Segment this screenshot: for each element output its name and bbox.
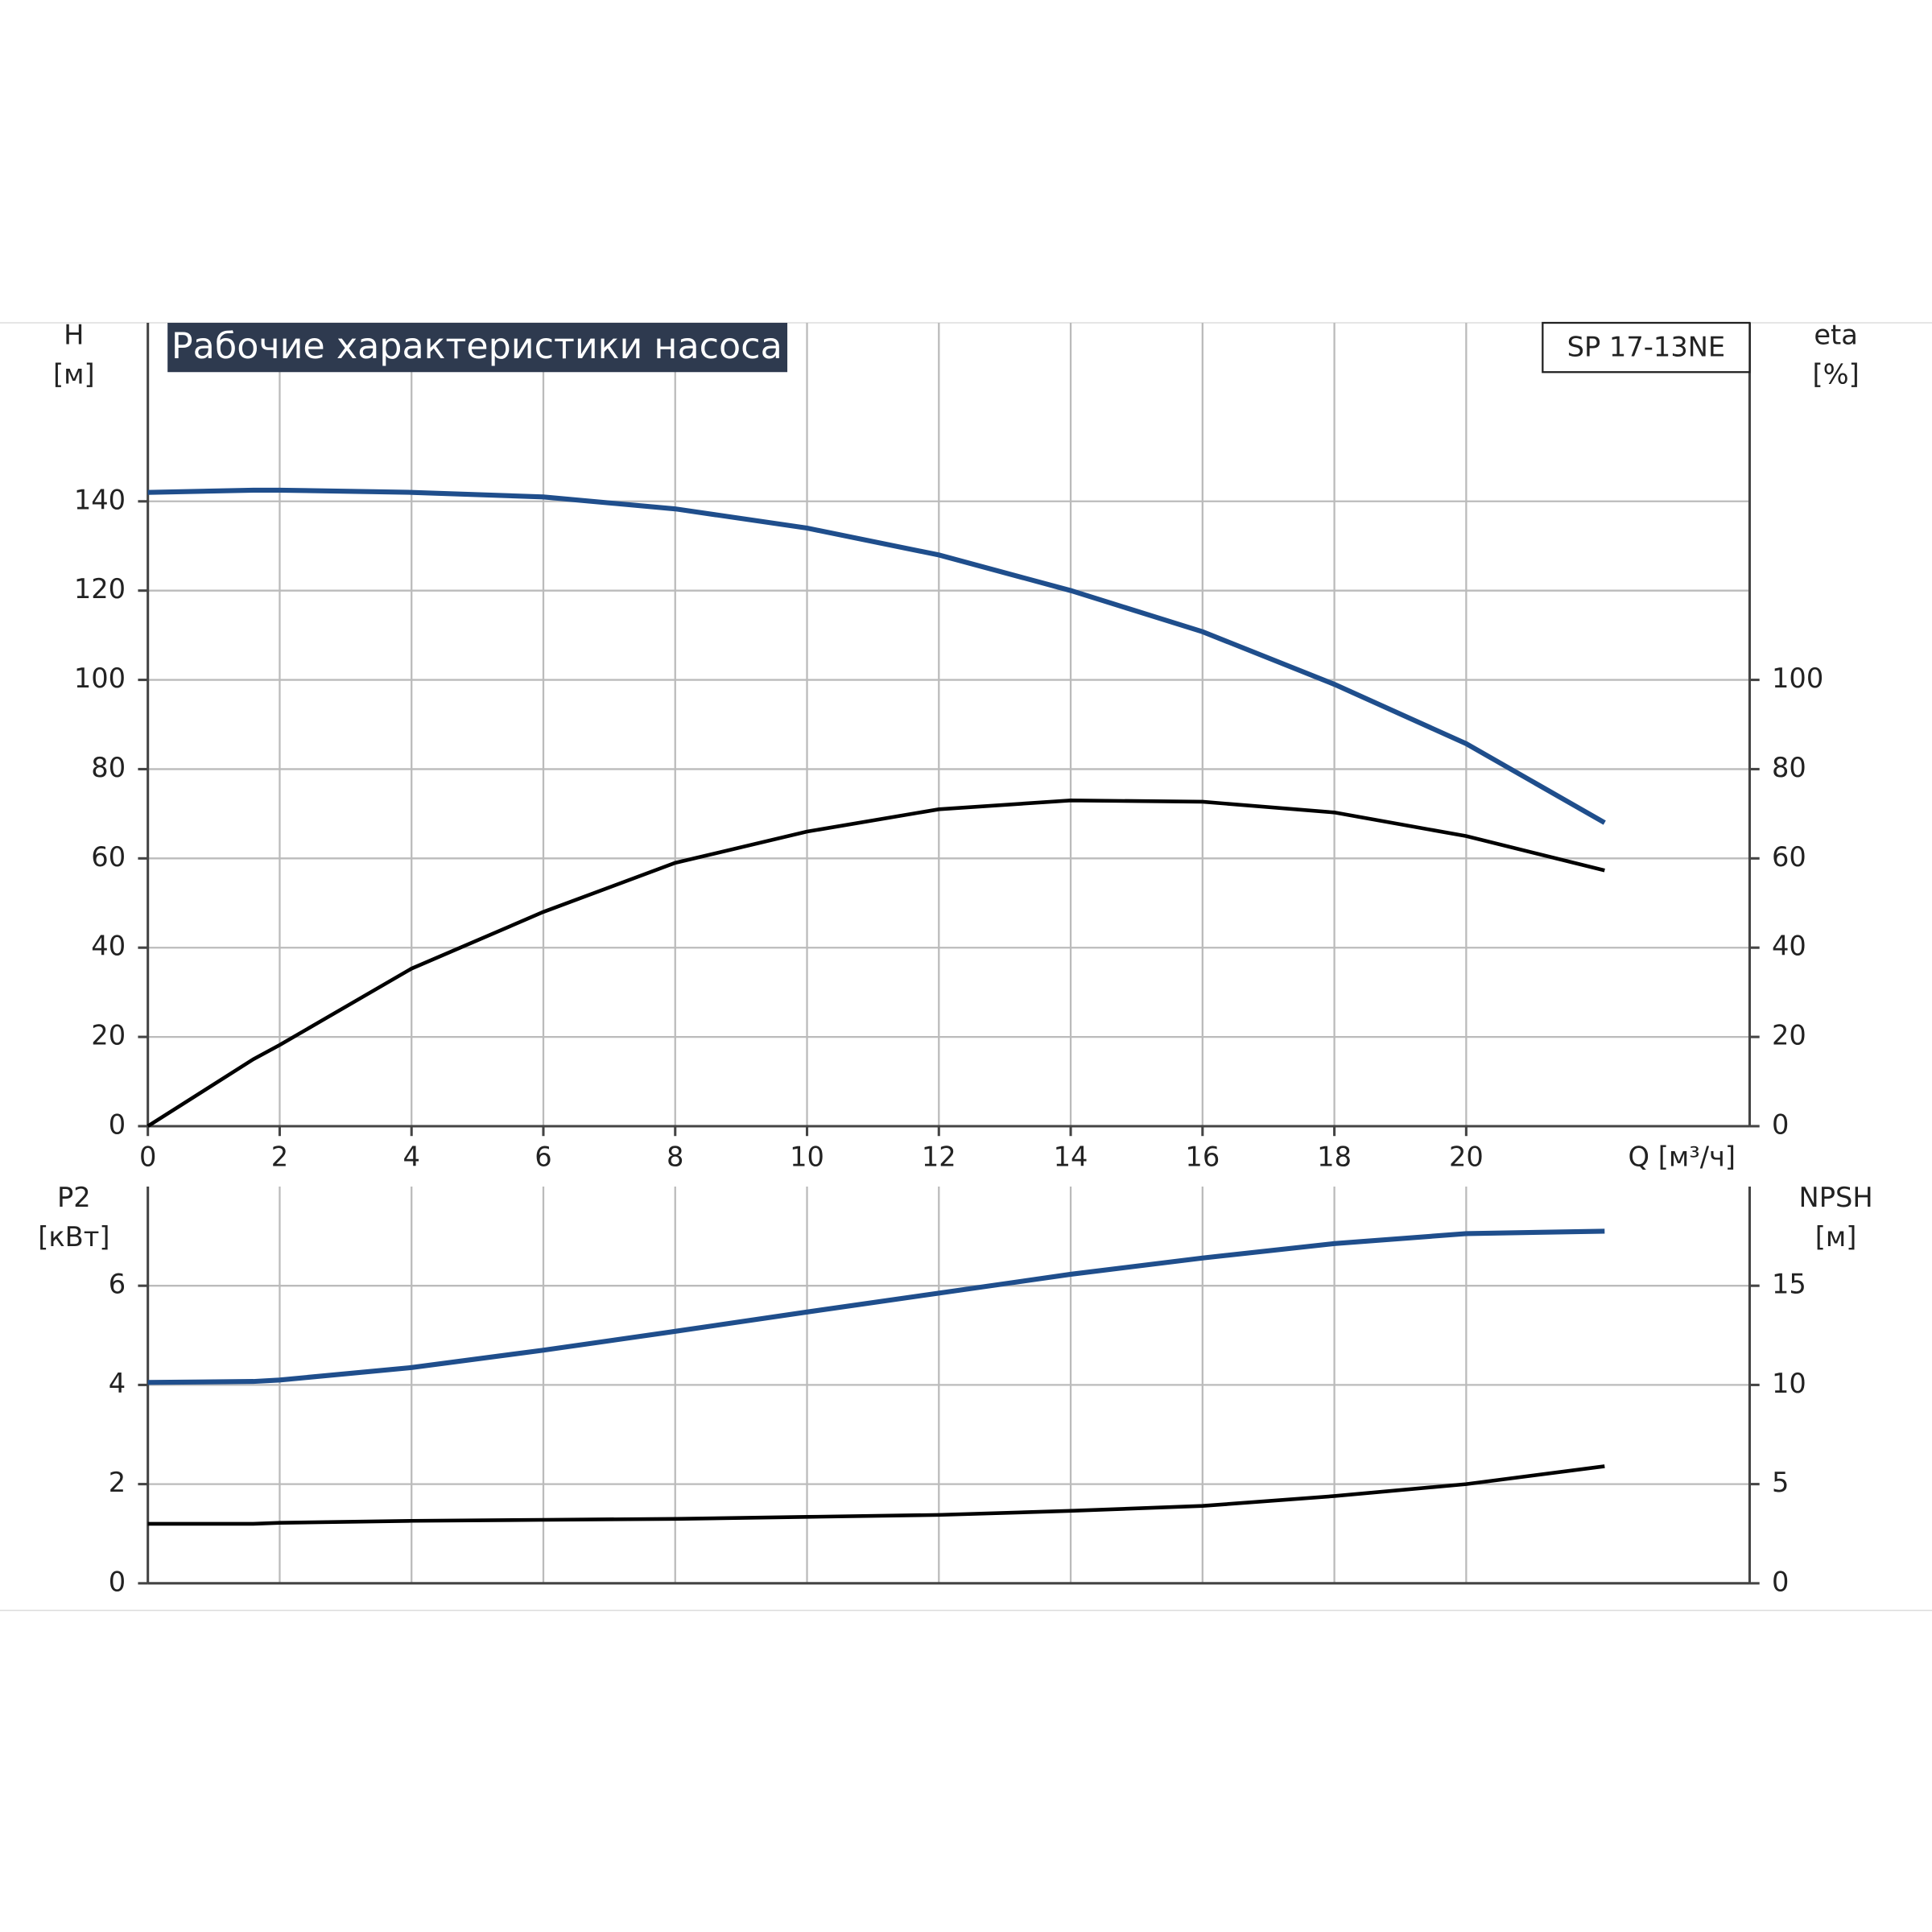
data-line [147, 1464, 1605, 1526]
y2-tick-label: 10 [1772, 1368, 1806, 1399]
x-tick-label: 20 [1449, 1141, 1484, 1172]
y2-axis-label: eta [1814, 319, 1858, 350]
title-box [167, 323, 788, 373]
annotation: SP 17-13NE [1567, 332, 1726, 363]
x-axis-label: Q [м³/ч] [1629, 1141, 1736, 1172]
x-tick-label: 8 [667, 1141, 683, 1172]
y-tick-label: 20 [91, 1020, 126, 1051]
x-tick-label: 12 [922, 1141, 956, 1172]
x-tick-label: 6 [535, 1141, 551, 1172]
y-tick-label: 40 [91, 931, 126, 962]
x-tick-label: 14 [1054, 1141, 1088, 1172]
y2-tick-label: 5 [1772, 1467, 1789, 1498]
x-tick-label: 2 [271, 1141, 288, 1172]
y-axis-unit: [м] [53, 358, 95, 390]
y2-tick-label: 0 [1772, 1108, 1789, 1140]
y2-tick-label: 80 [1772, 752, 1806, 783]
data-line [147, 1228, 1605, 1385]
y-tick-label: 4 [109, 1368, 126, 1399]
y-axis-unit: [кВт] [38, 1221, 109, 1253]
x-tick-label: 16 [1185, 1141, 1220, 1172]
y-tick-label: 0 [109, 1108, 126, 1140]
x-tick-label: 10 [790, 1141, 824, 1172]
y-tick-label: 60 [91, 841, 126, 873]
y2-tick-label: 100 [1772, 663, 1823, 694]
y-tick-label: 6 [109, 1269, 126, 1300]
y-axis-label: P2 [57, 1182, 91, 1213]
y2-tick-label: 0 [1772, 1566, 1789, 1597]
y-tick-label: 2 [109, 1467, 126, 1498]
y2-tick-label: 60 [1772, 841, 1806, 873]
y2-tick-label: 40 [1772, 931, 1806, 962]
y2-tick-label: 20 [1772, 1020, 1806, 1051]
data-line [147, 798, 1605, 1128]
y-tick-label: 100 [74, 663, 126, 694]
chart-title: Рабочие характеристики насоса [171, 326, 782, 367]
y2-axis-unit: [м] [1815, 1221, 1857, 1253]
data-line [147, 487, 1606, 825]
x-tick-label: 18 [1317, 1141, 1352, 1172]
y2-axis-label: NPSH [1799, 1182, 1873, 1213]
x-tick-label: 0 [139, 1141, 156, 1172]
y-tick-label: 140 [74, 484, 126, 515]
y2-axis-unit: [%] [1812, 358, 1859, 390]
y-tick-label: 0 [109, 1566, 126, 1597]
y-tick-label: 120 [74, 573, 126, 605]
annotation-box [1542, 321, 1751, 374]
y-tick-label: 80 [91, 752, 126, 783]
x-tick-label: 4 [403, 1141, 420, 1172]
y2-tick-label: 15 [1772, 1269, 1806, 1300]
y-axis-label: H [64, 319, 84, 350]
